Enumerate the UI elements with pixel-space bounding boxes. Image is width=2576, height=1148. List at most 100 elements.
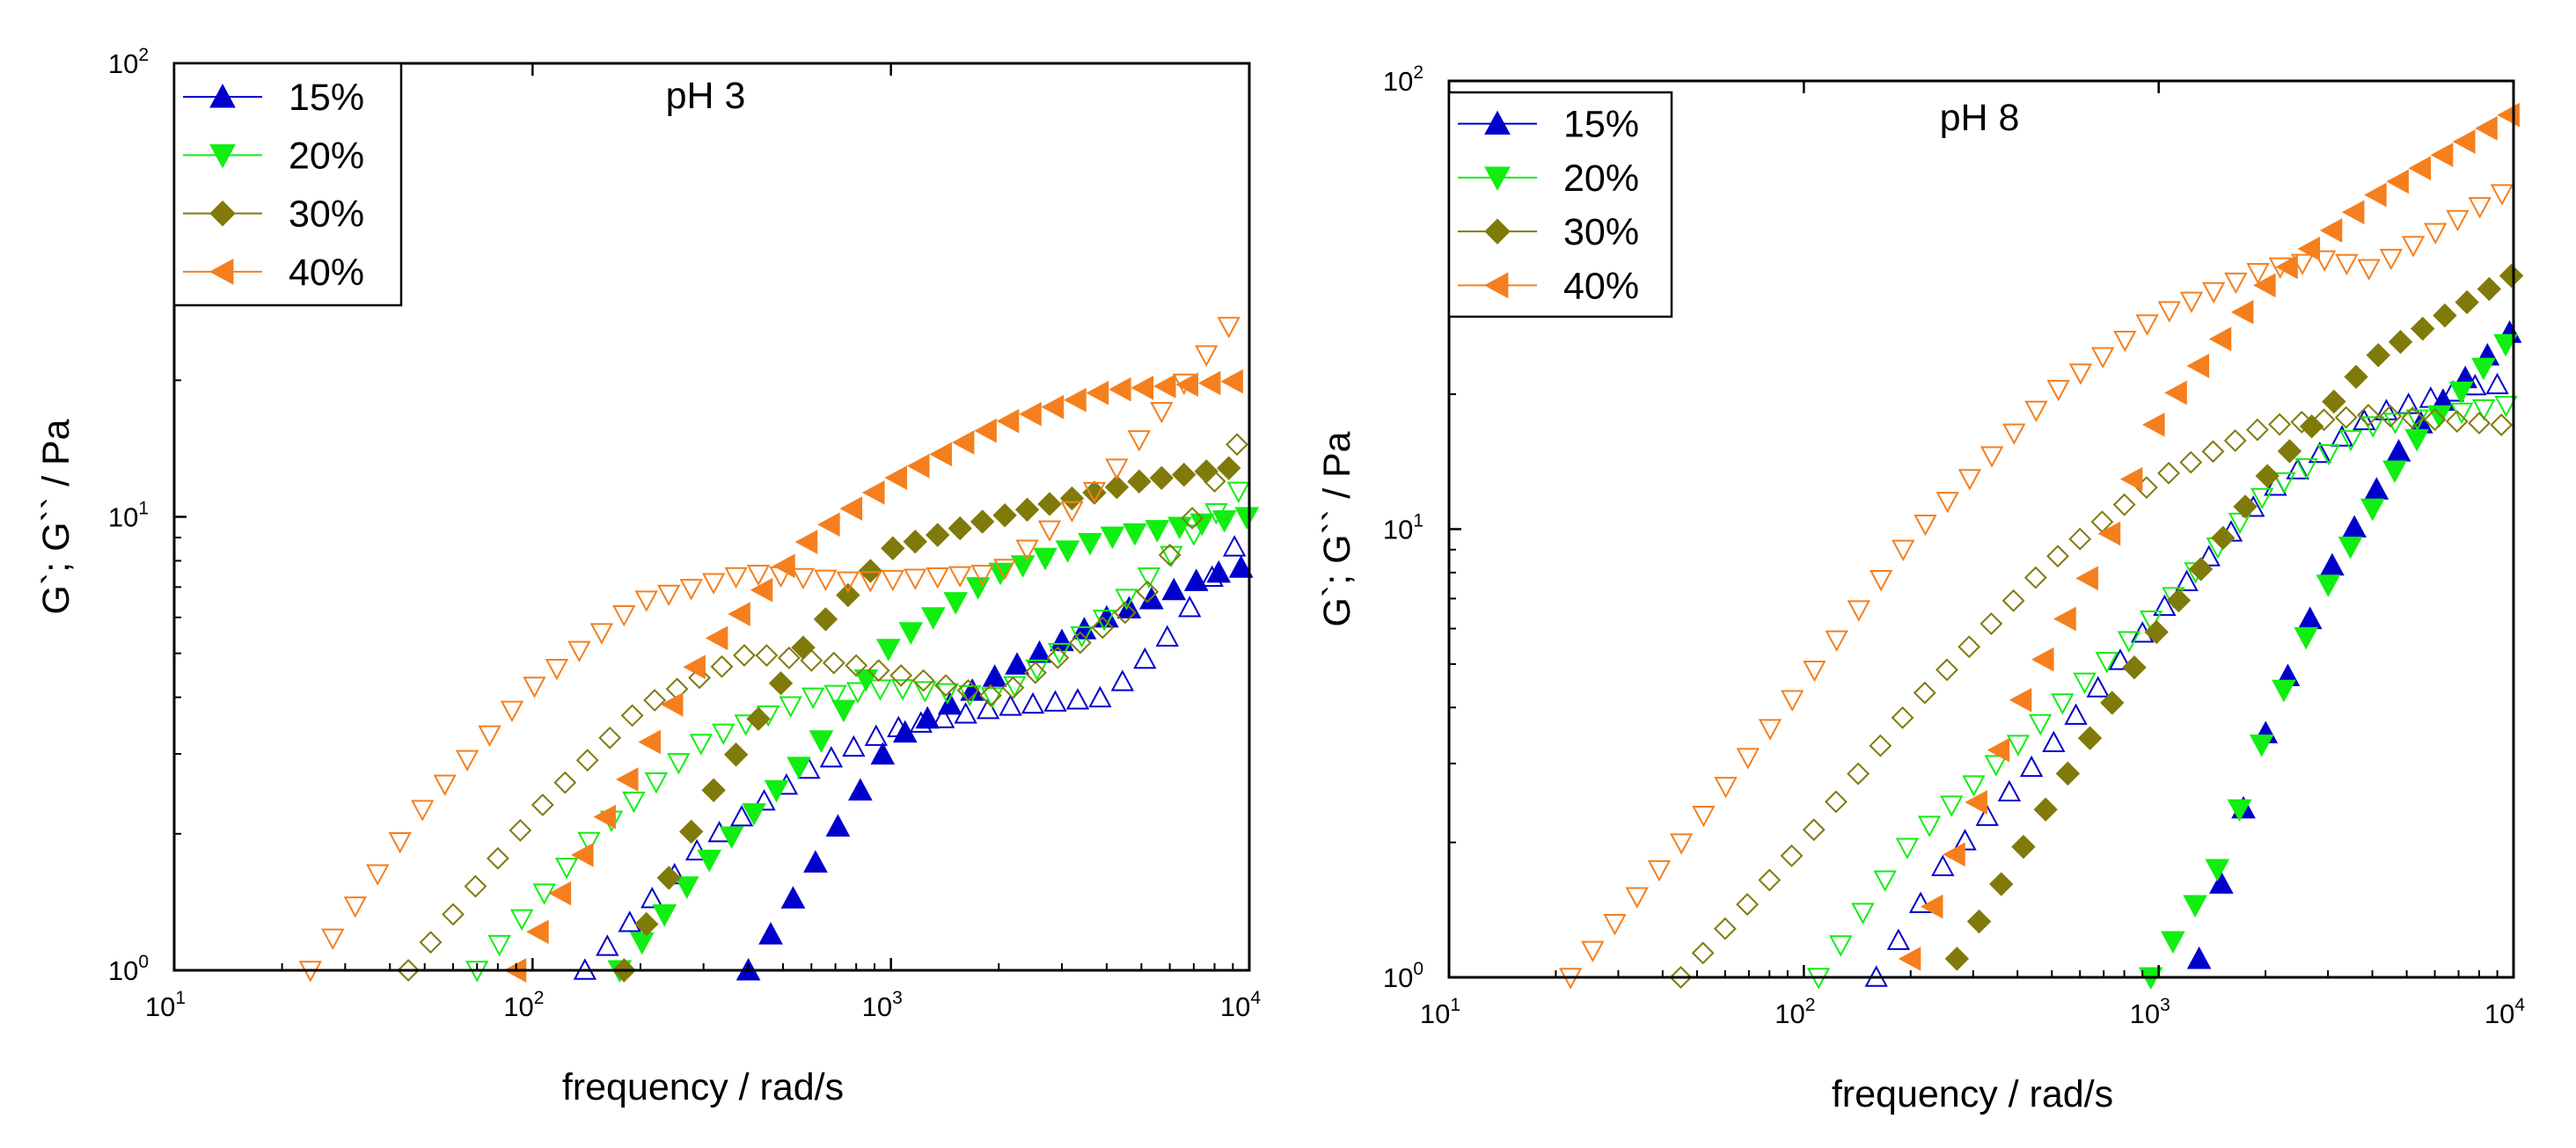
- data-point-20pct-gdoubleprime: [1226, 481, 1250, 503]
- data-point-20pct-gdoubleprime: [801, 687, 825, 710]
- data-point-30pct-gdoubleprime: [1958, 635, 1981, 659]
- data-point-30pct-gdoubleprime: [867, 659, 890, 683]
- data-point-30pct-gdoubleprime: [1181, 507, 1204, 530]
- data-point-40pct-gdoubleprime: [1781, 690, 1804, 712]
- data-point-40pct-gprime: [2275, 254, 2298, 280]
- data-point-40pct-gprime: [2009, 687, 2032, 713]
- data-point-40pct-gdoubleprime: [2490, 184, 2514, 206]
- data-point-20pct-gprime: [629, 932, 655, 955]
- data-point-40pct-gdoubleprime: [321, 928, 345, 951]
- data-point-40pct-gdoubleprime: [970, 565, 994, 587]
- data-point-40pct-gprime: [861, 480, 885, 505]
- data-point-20pct-gdoubleprime: [779, 696, 802, 718]
- data-point-15pct-gdoubleprime: [2353, 408, 2376, 431]
- data-point-20pct-gdoubleprime: [2383, 413, 2407, 435]
- data-point-20pct-gdoubleprime: [2449, 402, 2474, 425]
- data-point-15pct-gdoubleprime: [842, 735, 866, 757]
- data-point-30pct-gdoubleprime: [2490, 413, 2514, 436]
- data-point-15pct-gdoubleprime: [954, 702, 977, 724]
- data-point-20pct-gdoubleprime: [2316, 443, 2340, 466]
- data-point-15pct-gdoubleprime: [1908, 891, 1933, 913]
- data-point-30pct-gdoubleprime: [2468, 412, 2491, 435]
- data-point-20pct-gdoubleprime: [2294, 457, 2318, 480]
- data-point-30pct-gdoubleprime: [575, 749, 599, 772]
- data-point-40pct-gdoubleprime: [2313, 250, 2337, 272]
- x-tick-base: 10: [862, 991, 892, 1022]
- data-point-15pct-gdoubleprime: [1997, 779, 2022, 801]
- data-point-20pct-gdoubleprime: [712, 723, 735, 745]
- data-point-20pct-gdoubleprime: [1917, 815, 1942, 837]
- x-axis-label: frequency / rad/s: [1832, 1073, 2113, 1115]
- data-point-30pct-gdoubleprime: [442, 903, 465, 926]
- data-point-40pct-gdoubleprime: [992, 559, 1017, 581]
- data-point-20pct-gdoubleprime: [554, 858, 579, 880]
- data-point-40pct-gdoubleprime: [769, 566, 793, 589]
- data-point-40pct-gdoubleprime: [2046, 379, 2070, 402]
- data-point-30pct-gdoubleprime: [1091, 616, 1115, 640]
- data-point-40pct-gdoubleprime: [1980, 446, 2004, 468]
- data-point-40pct-gprime: [2097, 521, 2121, 546]
- data-point-40pct-gprime: [1197, 370, 1221, 396]
- data-point-40pct-gdoubleprime: [1758, 719, 1782, 741]
- data-point-20pct-gdoubleprime: [1851, 903, 1875, 925]
- data-point-40pct-gprime: [884, 465, 908, 490]
- data-point-30pct-gprime: [2388, 329, 2413, 355]
- data-point-30pct-gdoubleprime: [845, 654, 868, 677]
- data-point-15pct-gprime: [2208, 871, 2234, 894]
- y-tick-label: 101: [1383, 511, 1423, 545]
- data-point-40pct-gdoubleprime: [1172, 373, 1196, 396]
- data-point-30pct-gprime: [926, 523, 950, 547]
- data-point-40pct-gdoubleprime: [2401, 236, 2426, 258]
- data-point-15pct-gprime: [870, 742, 896, 765]
- data-point-30pct-gprime: [2255, 464, 2280, 488]
- data-point-20pct-gdoubleprime: [1984, 755, 2008, 777]
- data-point-40pct-gprime: [1898, 947, 1921, 971]
- data-point-20pct-gdoubleprime: [1115, 589, 1138, 611]
- x-tick-exponent: 1: [175, 988, 186, 1008]
- legend-marker: [1483, 272, 1509, 299]
- legend-label: 15%: [289, 77, 364, 119]
- data-point-30pct-gprime: [2433, 303, 2457, 328]
- data-point-20pct-gprime: [809, 730, 834, 753]
- data-point-30pct-gdoubleprime: [2312, 408, 2336, 432]
- data-point-20pct-gprime: [2294, 626, 2318, 650]
- data-point-40pct-gdoubleprime: [2113, 330, 2137, 353]
- data-point-20pct-gdoubleprime: [1940, 795, 1964, 817]
- data-point-40pct-gprime: [2186, 354, 2210, 378]
- data-point-40pct-gprime: [2031, 647, 2054, 672]
- data-point-15pct-gdoubleprime: [1931, 854, 1955, 876]
- x-tick-exponent: 3: [2160, 995, 2170, 1015]
- y-tick-label: 101: [108, 499, 149, 533]
- data-point-20pct-gdoubleprime: [1895, 837, 1920, 859]
- x-tick-exponent: 1: [1450, 995, 1460, 1015]
- data-point-40pct-gdoubleprime: [1150, 401, 1174, 424]
- data-point-40pct-gdoubleprime: [1669, 833, 1694, 855]
- data-point-20pct-gprime: [1010, 555, 1036, 578]
- data-point-40pct-gdoubleprime: [836, 571, 860, 593]
- legend-box: [172, 62, 403, 307]
- data-point-30pct-gdoubleprime: [553, 771, 577, 794]
- chart-title: pH 3: [666, 75, 746, 117]
- data-point-15pct-gprime: [1027, 640, 1052, 663]
- legend-label: 20%: [1563, 157, 1639, 200]
- y-tick-base: 10: [108, 955, 138, 986]
- data-point-30pct-gprime: [1216, 456, 1241, 480]
- data-point-40pct-gdoubleprime: [859, 571, 882, 593]
- data-point-40pct-gprime: [1943, 842, 1965, 867]
- data-point-15pct-gdoubleprime: [976, 697, 1000, 720]
- data-point-40pct-gprime: [728, 602, 750, 626]
- data-point-15pct-gdoubleprime: [1178, 596, 1202, 618]
- data-point-30pct-gprime: [1127, 469, 1152, 494]
- data-point-15pct-gdoubleprime: [2485, 372, 2509, 395]
- data-point-15pct-gdoubleprime: [932, 706, 955, 728]
- data-point-40pct-gprime: [571, 843, 594, 867]
- data-point-40pct-gdoubleprime: [1736, 748, 1760, 770]
- data-point-40pct-gdoubleprime: [1217, 317, 1240, 339]
- x-tick-base: 10: [1220, 991, 1250, 1022]
- data-point-20pct-gprime: [1211, 510, 1237, 533]
- x-tick-exponent: 4: [2514, 995, 2525, 1015]
- data-point-30pct-gprime: [2366, 343, 2390, 368]
- data-point-20pct-gdoubleprime: [487, 934, 511, 957]
- data-point-20pct-gdoubleprime: [2051, 693, 2075, 715]
- data-point-20pct-gdoubleprime: [823, 684, 847, 706]
